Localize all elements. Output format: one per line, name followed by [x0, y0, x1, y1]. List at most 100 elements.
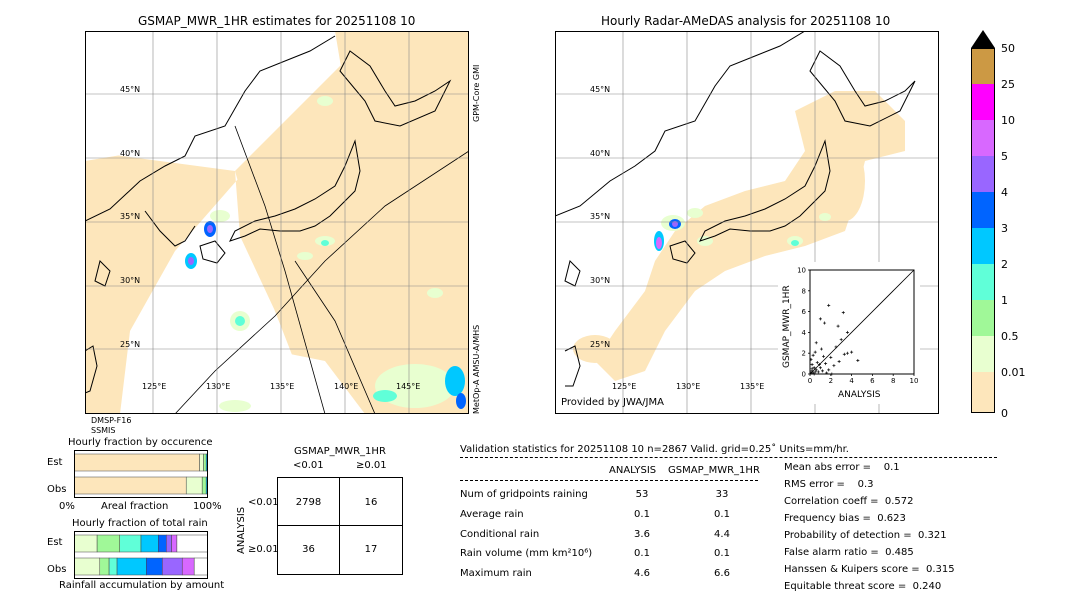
- scatter-ytick-label: 6: [802, 308, 807, 316]
- scatter-xlabel: ANALYSIS: [838, 390, 881, 400]
- scatter-point: [856, 358, 860, 362]
- validation-divider: [460, 457, 997, 458]
- scatter-xtick-label: 10: [910, 377, 919, 385]
- scatter-point: [841, 311, 845, 315]
- row-analysis-4: 4.6: [634, 568, 650, 579]
- fraction-segment: [146, 557, 163, 576]
- scatter-point: [845, 351, 849, 355]
- score-corr: Correlation coeff = 0.572: [784, 496, 914, 507]
- left-lat-35: 35°N: [120, 212, 141, 221]
- left-lat-30: 30°N: [120, 276, 141, 285]
- right-lat-35: 35°N: [590, 212, 611, 221]
- scatter-point: [813, 350, 817, 354]
- scatter-xtick-label: 8: [891, 377, 895, 385]
- totalrain-cat-obs: Obs: [47, 564, 67, 575]
- row-analysis-3: 0.1: [634, 548, 650, 559]
- contingency-cell-00: 2798: [295, 497, 322, 508]
- fraction-segment: [119, 534, 142, 553]
- contingency-col-lt: <0.01: [293, 460, 324, 471]
- left-map: [85, 31, 469, 414]
- scatter-point: [823, 321, 827, 325]
- row-label-4: Maximum rain: [460, 568, 532, 579]
- occurrence-xlabel: Areal fraction: [101, 501, 169, 512]
- scatter-ytick-label: 4: [802, 329, 807, 337]
- scatter-point: [827, 368, 831, 372]
- fraction-segment: [185, 476, 203, 495]
- row-gsmap-0: 33: [715, 489, 729, 500]
- right-map: [555, 31, 939, 414]
- right-lat-25: 25°N: [590, 340, 611, 349]
- fraction-segment: [171, 534, 178, 553]
- occurrence-tick-0: 0%: [59, 501, 75, 512]
- occurrence-cat-est: Est: [47, 457, 63, 468]
- occurrence-chart: [74, 450, 208, 498]
- scatter-point: [825, 371, 829, 375]
- fraction-segment: [199, 453, 204, 472]
- contingency-cell-10: 36: [302, 544, 315, 555]
- scatter-point: [812, 372, 816, 376]
- left-map-graticule: [85, 31, 469, 414]
- fraction-segment: [203, 453, 207, 472]
- right-map-coastlines: [555, 31, 916, 387]
- fraction-segment: [166, 534, 172, 553]
- scatter-point: [830, 372, 834, 376]
- scatter-ytick-label: 10: [797, 267, 806, 275]
- left-lon-145: 145°E: [396, 382, 421, 391]
- right-lat-40: 40°N: [590, 149, 611, 158]
- colorbar-label-05: 0.5: [1001, 330, 1019, 343]
- colorbar-label-2: 2: [1001, 258, 1008, 271]
- validation-col-analysis: ANALYSIS: [609, 465, 657, 476]
- contingency-side-label: ANALYSIS: [236, 506, 247, 554]
- fraction-segment: [74, 476, 187, 495]
- contingency-cell-01: 16: [364, 497, 378, 508]
- fraction-segment: [99, 557, 110, 576]
- left-lat-25: 25°N: [120, 340, 141, 349]
- row-gsmap-4: 6.6: [714, 568, 730, 579]
- left-map-rain: [185, 96, 466, 412]
- scatter-ytick-label: 0: [802, 371, 806, 379]
- colorbar-label-5: 5: [1001, 150, 1008, 163]
- sat-label-metop: MetOp-A AMSU-A/MHS: [472, 324, 481, 414]
- fraction-segment: [193, 557, 208, 576]
- scatter-point: [811, 353, 815, 357]
- colorbar-label-4: 4: [1001, 186, 1008, 199]
- contingency-row-ge: ≥0.01: [248, 544, 279, 555]
- scatter-xtick-label: 0: [808, 377, 812, 385]
- scatter-point: [812, 366, 816, 370]
- colorbar-label-25: 25: [1001, 78, 1015, 91]
- scatter-point: [839, 338, 843, 342]
- score-ets: Equitable threat score = 0.240: [784, 581, 942, 592]
- scatter-diagonal: [809, 269, 915, 375]
- fraction-segment: [108, 557, 118, 576]
- provided-by-label: Provided by JWA/JMA: [561, 397, 664, 408]
- scatter-point: [818, 366, 822, 370]
- row-gsmap-1: 0.1: [714, 509, 730, 520]
- totalrain-xlabel: Rainfall accumulation by amount: [59, 580, 225, 591]
- fraction-segment: [74, 557, 101, 576]
- scatter-point: [810, 363, 814, 367]
- totalrain-cat-est: Est: [47, 537, 63, 548]
- fraction-segment: [74, 453, 200, 472]
- contingency-col-ge: ≥0.01: [356, 460, 387, 471]
- sat-label-ssmis: SSMIS: [91, 426, 116, 435]
- colorbar-label-1: 1: [1001, 294, 1008, 307]
- left-lat-45: 45°N: [120, 85, 141, 94]
- scatter-point: [842, 352, 846, 356]
- scatter-xtick-label: 6: [870, 377, 875, 385]
- score-mae: Mean abs error = 0.1: [784, 462, 900, 473]
- right-lat-45: 45°N: [590, 85, 611, 94]
- score-pod: Probability of detection = 0.321: [784, 530, 947, 541]
- fraction-segment: [158, 534, 167, 553]
- scatter-point: [818, 317, 822, 321]
- row-analysis-1: 0.1: [634, 509, 650, 520]
- scatter-point: [822, 354, 826, 358]
- fraction-segment: [162, 557, 183, 576]
- colorbar-label-3: 3: [1001, 222, 1008, 235]
- totalrain-title: Hourly fraction of total rain: [72, 518, 208, 529]
- scatter-ytick-label: 8: [802, 287, 806, 295]
- scatter-point: [814, 341, 818, 345]
- left-lon-130: 130°E: [206, 382, 231, 391]
- colorbar-label-0: 0: [1001, 407, 1008, 420]
- fraction-segment: [96, 534, 120, 553]
- left-lon-125: 125°E: [142, 382, 167, 391]
